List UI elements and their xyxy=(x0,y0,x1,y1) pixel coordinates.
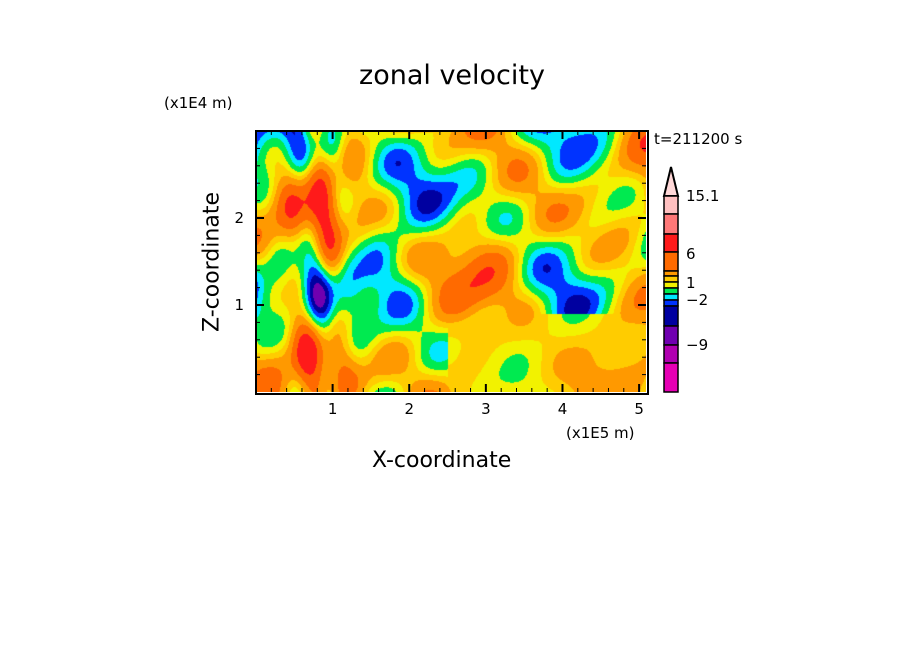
colorbar-swatch xyxy=(663,251,679,272)
colorbar-label: −2 xyxy=(686,291,708,309)
colorbar-swatch xyxy=(663,362,679,393)
colorbar-swatch xyxy=(663,195,679,215)
x-axis-label: X-coordinate xyxy=(372,448,512,473)
colorbar-swatch xyxy=(663,305,679,327)
colorbar-swatch xyxy=(663,213,679,235)
x-tick-label: 5 xyxy=(634,400,644,418)
colorbar-label: 1 xyxy=(686,274,696,292)
colorbar-swatch xyxy=(663,299,679,307)
chart-title: zonal velocity xyxy=(359,60,545,91)
x-tick-label: 1 xyxy=(328,400,338,418)
time-label: t=211200 s xyxy=(654,130,743,148)
colorbar-swatch xyxy=(663,287,679,295)
colorbar-swatch xyxy=(663,233,679,253)
x-tick-label: 2 xyxy=(404,400,414,418)
contour-field xyxy=(256,131,646,392)
colorbar-extend-triangle xyxy=(662,166,680,197)
colorbar-label: −9 xyxy=(686,336,708,354)
colorbar-swatch xyxy=(663,275,679,283)
y-tick-label: 1 xyxy=(234,296,244,314)
colorbar-swatch xyxy=(663,281,679,289)
x-unit-label: (x1E5 m) xyxy=(566,424,635,442)
x-tick-label: 4 xyxy=(558,400,568,418)
y-unit-label: (x1E4 m) xyxy=(164,94,233,112)
colorbar-swatch xyxy=(663,293,679,301)
y-tick-label: 2 xyxy=(234,209,244,227)
colorbar-label: 6 xyxy=(686,245,696,263)
colorbar-swatch xyxy=(663,325,679,346)
colorbar-label: 15.1 xyxy=(686,187,719,205)
x-tick-label: 3 xyxy=(481,400,491,418)
colorbar-swatch xyxy=(663,344,679,364)
